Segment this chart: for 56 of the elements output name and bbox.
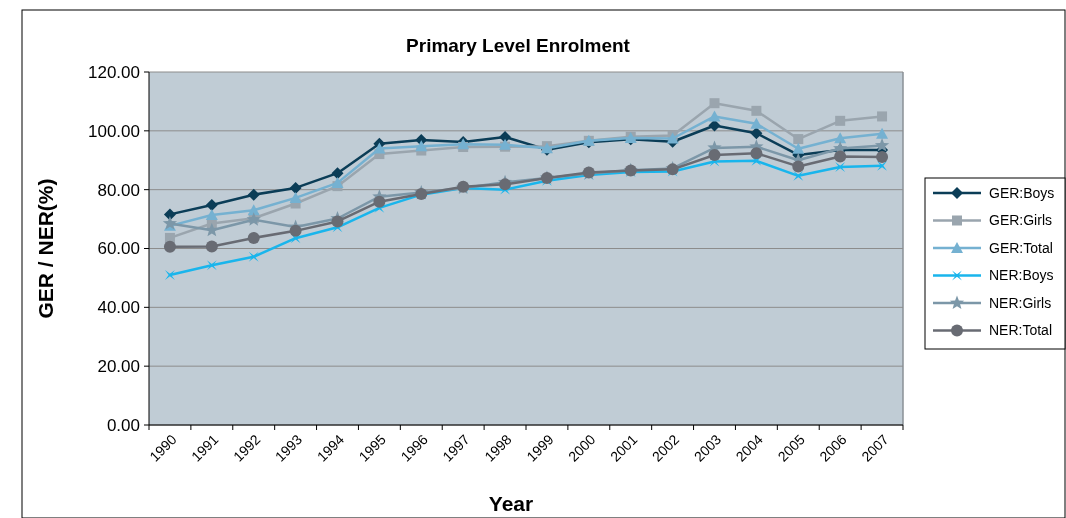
point (792, 142, 805, 154)
point (415, 140, 428, 152)
point (289, 224, 302, 237)
point (373, 195, 386, 208)
y-tick-label: 60.00 (97, 239, 140, 259)
point (331, 215, 344, 228)
point (750, 127, 763, 140)
point (793, 134, 804, 145)
legend-label: NER:Girls (989, 294, 1052, 311)
point (289, 181, 302, 194)
point (793, 170, 804, 181)
y-axis-title: GER / NER(%) (34, 178, 57, 319)
point (750, 147, 763, 160)
point (163, 208, 176, 221)
point (834, 150, 847, 163)
point (163, 240, 176, 253)
point (206, 260, 217, 271)
y-tick-label: 20.00 (97, 357, 140, 377)
point (331, 176, 344, 188)
point (834, 132, 847, 144)
point (874, 138, 890, 152)
point (205, 208, 218, 220)
point (792, 160, 805, 173)
y-tick-label: 100.00 (88, 121, 140, 141)
point (289, 191, 302, 203)
point (876, 151, 889, 164)
point (247, 204, 260, 216)
point (877, 111, 888, 122)
point (876, 127, 889, 139)
point (205, 198, 218, 211)
point (247, 231, 260, 244)
y-tick-label: 0.00 (106, 415, 140, 435)
point (751, 105, 762, 116)
point (248, 251, 259, 262)
point (708, 110, 721, 122)
chart-title: Primary Level Enrolment (406, 35, 631, 56)
legend-label: GER:Boys (989, 184, 1055, 201)
legend-label: NER:Total (989, 322, 1053, 339)
point (708, 148, 721, 161)
y-tick-label: 80.00 (97, 180, 140, 200)
point (331, 167, 344, 180)
legend-label: GER:Total (989, 239, 1053, 256)
point (247, 188, 260, 201)
point (835, 162, 846, 172)
legend-label: GER:Girls (989, 212, 1052, 229)
y-tick-label: 120.00 (88, 62, 140, 82)
legend-label: NER:Boys (989, 267, 1054, 284)
y-tick-label: 40.00 (97, 298, 140, 318)
x-axis-title: Year (488, 492, 534, 515)
point (750, 117, 763, 129)
point (709, 98, 720, 109)
point (164, 270, 175, 280)
point (205, 240, 218, 253)
point (835, 115, 846, 126)
point (877, 160, 888, 171)
point (499, 178, 512, 191)
